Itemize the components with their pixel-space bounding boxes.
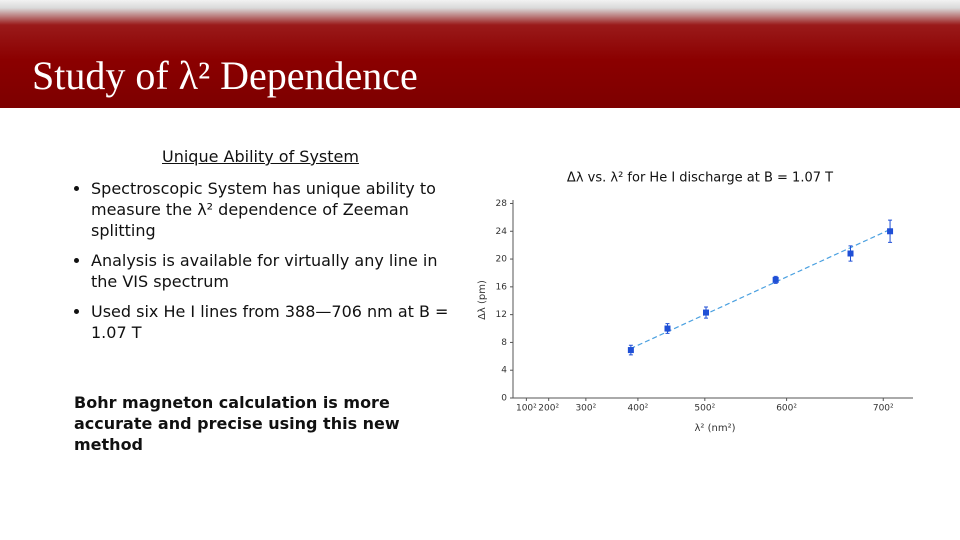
banner [0,0,960,108]
data-point [703,309,710,316]
x-tick-label: 300² [575,404,596,414]
x-tick-label: 600² [776,404,797,414]
y-tick-label: 0 [501,394,507,404]
chart-title: Δλ vs. λ² for He I discharge at B = 1.07… [567,171,833,186]
y-tick-label: 4 [501,366,507,376]
bullet: Analysis is available for virtually any … [91,250,461,292]
y-tick-label: 28 [496,199,508,209]
y-axis-label: Δλ (pm) [477,280,488,320]
x-tick-label: 700² [873,404,894,414]
bullet: Spectroscopic System has unique ability … [91,178,461,241]
data-point [847,250,854,257]
data-point [772,276,779,283]
y-tick-label: 8 [501,338,507,348]
y-tick-label: 16 [496,282,508,292]
x-tick-label: 500² [694,404,715,414]
bullet: Used six He I lines from 388—706 nm at B… [91,301,461,343]
slide-title: Study of λ² Dependence [32,53,418,98]
conclusion: Bohr magneton calculation is more accura… [74,393,400,454]
x-axis-label: λ² (nm²) [695,423,736,434]
y-tick-label: 24 [496,227,508,237]
x-tick-label: 100² [516,404,537,414]
y-tick-label: 12 [496,310,507,320]
bullet-list: Spectroscopic System has unique ability … [74,178,461,352]
data-point [664,325,671,332]
data-point [627,347,634,354]
y-tick-label: 20 [496,255,508,265]
data-point [887,228,894,235]
panel-heading: Unique Ability of System [162,147,359,166]
x-tick-label: 200² [538,404,559,414]
x-tick-label: 400² [628,404,649,414]
